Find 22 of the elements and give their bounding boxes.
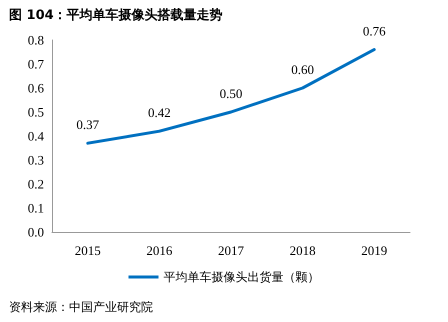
data-label: 0.50 [220,86,242,101]
data-label: 0.37 [76,117,100,132]
chart-title: 图 104：平均单车摄像头搭载量走势 [9,7,223,23]
x-tick-label: 2016 [146,243,173,258]
x-tick-label: 2018 [290,243,316,258]
x-tick-label: 2019 [361,243,388,258]
y-tick-label: 0.3 [28,152,44,168]
y-tick-label: 0.8 [28,32,44,48]
data-label: 0.42 [148,105,171,120]
y-tick-label: 0.4 [28,128,44,144]
y-tick-label: 0.2 [28,176,44,192]
x-tick-label: 2017 [218,243,244,258]
y-tick-label: 0.6 [28,80,44,96]
data-label: 0.60 [291,62,314,77]
y-tick-label: 0.7 [28,56,44,72]
y-tick-label: 0.5 [28,104,44,120]
y-tick-label: 0.1 [28,200,44,216]
x-tick-label: 2015 [74,243,101,258]
text: 资料来源：中国产业研究院 [9,300,153,314]
legend-label: 平均单车摄像头出货量（颗） [164,270,320,284]
data-label: 0.76 [362,24,386,39]
y-tick-label: 0.0 [28,224,44,240]
